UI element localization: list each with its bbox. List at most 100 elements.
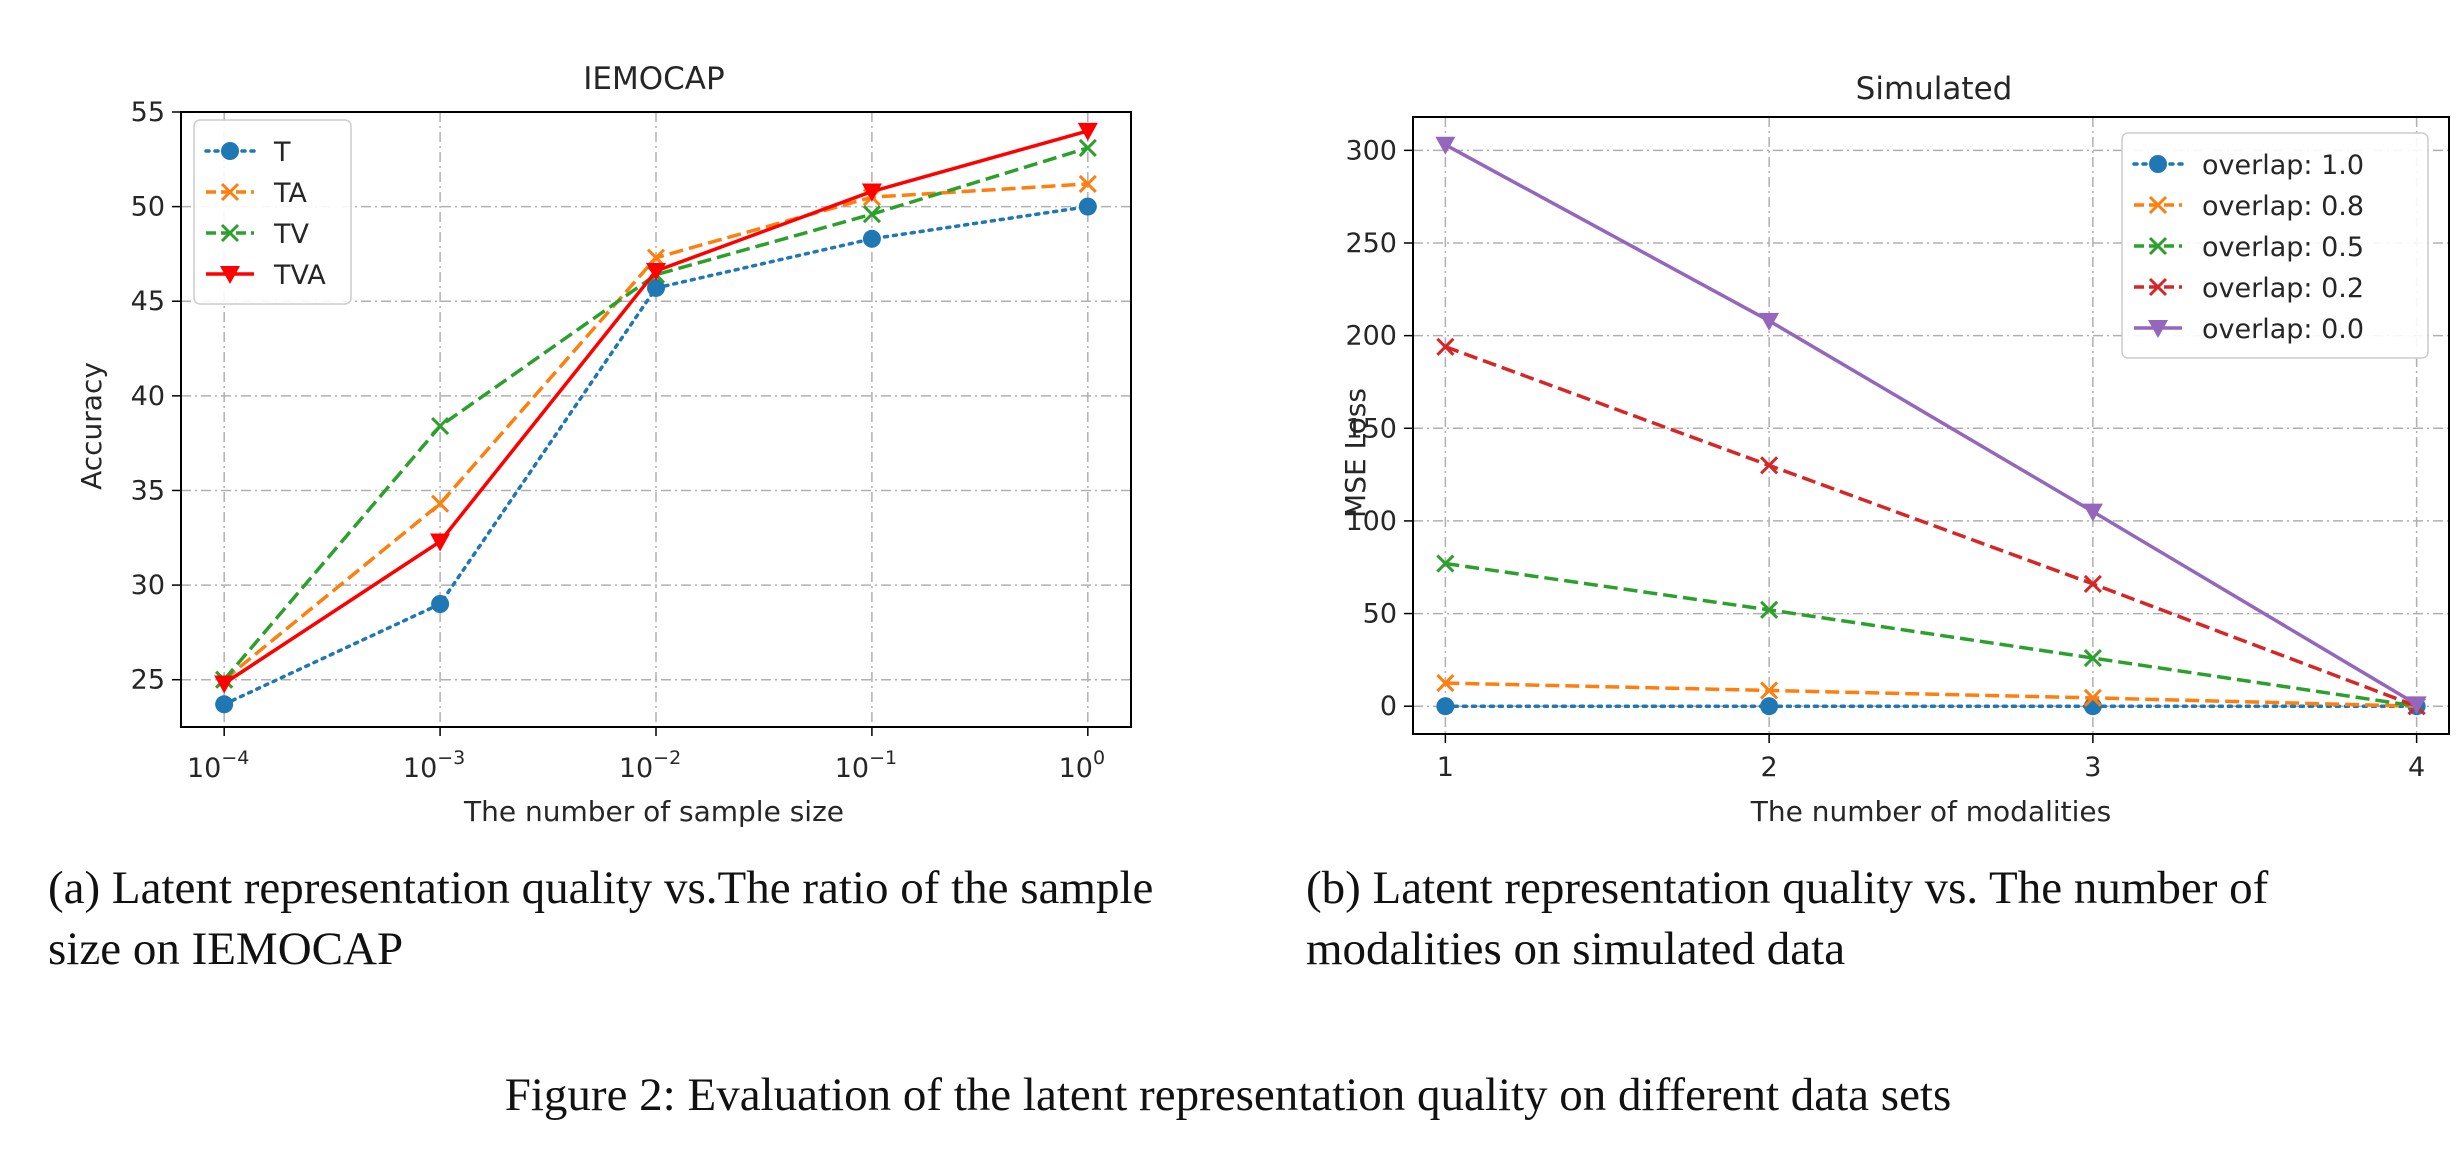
plot-frame <box>180 111 1132 728</box>
y-tick-label: 35 <box>131 475 165 506</box>
legend-marker <box>2148 277 2168 297</box>
data-point <box>862 229 881 248</box>
chart-simulated: Simulated The number of modalities MSE L… <box>1339 71 2450 828</box>
series-t <box>215 197 1097 714</box>
data-point <box>2083 648 2102 668</box>
data-point <box>214 675 235 694</box>
legend-label: TV <box>273 219 309 250</box>
series-tv <box>215 138 1097 689</box>
y-tick-label: 300 <box>1345 135 1397 166</box>
legend-label: overlap: 0.8 <box>2202 191 2364 222</box>
legend-box <box>2121 132 2429 359</box>
subfigure-caption-b: (b) Latent representation quality vs. Th… <box>1306 862 2269 976</box>
y-axis-label: MSE Loss <box>1339 388 1372 518</box>
series-overlap-0-2 <box>1436 337 2426 716</box>
legend-item: overlap: 0.2 <box>2134 273 2364 304</box>
legend-label: T <box>273 137 291 168</box>
legend: overlap: 1.0 overlap: 0.8 overlap: 0.5 over… <box>2121 132 2429 359</box>
x-axis-label: The number of modalities <box>1750 795 2112 828</box>
x-tick-label: 10−2 <box>619 747 681 784</box>
data-point <box>1759 312 1780 331</box>
figure-caption: Figure 2: Evaluation of the latent repre… <box>504 1069 1952 1121</box>
data-point <box>1077 122 1098 141</box>
legend-item: T <box>204 137 291 168</box>
data-point <box>1078 174 1097 193</box>
legend-label: overlap: 1.0 <box>2202 150 2364 181</box>
legend-item: overlap: 0.5 <box>2134 232 2364 263</box>
data-point <box>215 695 234 714</box>
x-tick-label: 10−4 <box>187 747 249 784</box>
legend-label: TA <box>273 178 307 209</box>
x-tick-label: 2 <box>1761 752 1778 783</box>
data-point <box>1436 673 1455 693</box>
legend-item: TVA <box>206 260 326 291</box>
legend-item: TV <box>206 219 309 250</box>
legend-marker <box>2148 320 2168 338</box>
x-tick-label: 4 <box>2408 752 2425 783</box>
legend-item: TA <box>206 178 307 209</box>
series-overlap-1-0 <box>1436 697 2426 716</box>
x-tick-label: 10−1 <box>835 747 897 784</box>
legend-item: overlap: 0.8 <box>2134 191 2364 222</box>
y-tick-label: 40 <box>131 381 165 412</box>
data-point <box>861 183 882 202</box>
series-overlap-0-5 <box>1436 554 2426 716</box>
data-point <box>1436 554 1455 573</box>
chart-iemocap: IEMOCAP The number of sample size Accura… <box>75 61 1132 828</box>
y-axis-label: Accuracy <box>75 362 108 490</box>
subfigure-caption-a: (a) Latent representation quality vs.The… <box>48 862 1154 976</box>
plot-frame <box>1412 116 2450 735</box>
legend-marker <box>220 182 240 202</box>
series-tva <box>214 122 1098 694</box>
x-tick-label: 3 <box>2084 752 2101 783</box>
legend-marker <box>220 223 240 243</box>
data-point <box>430 533 451 552</box>
data-point <box>1760 456 1779 475</box>
y-tick-label: 25 <box>131 665 165 696</box>
data-point <box>2082 503 2103 522</box>
data-point <box>1078 138 1097 158</box>
series-overlap-0-8 <box>1436 673 2426 716</box>
legend-label: overlap: 0.0 <box>2202 314 2364 345</box>
legend-marker <box>2148 236 2168 256</box>
series-line <box>1444 345 2418 708</box>
y-tick-label: 50 <box>131 192 165 223</box>
legend-label: TVA <box>273 260 326 291</box>
data-point <box>1760 681 1779 700</box>
data-point <box>1436 337 1455 356</box>
data-point <box>1435 136 1456 155</box>
chart-title: IEMOCAP <box>583 61 724 97</box>
x-tick-label: 1 <box>1437 752 1454 783</box>
y-tick-label: 150 <box>1345 413 1397 444</box>
legend-label: overlap: 0.2 <box>2202 273 2364 304</box>
data-point <box>1078 197 1097 216</box>
data-point <box>1760 697 1779 716</box>
legend-marker <box>221 142 239 160</box>
legend-item: overlap: 1.0 <box>2132 150 2364 181</box>
data-point <box>431 595 450 613</box>
data-point <box>647 278 665 297</box>
legend-box <box>193 119 352 305</box>
legend-marker <box>2149 155 2167 173</box>
legend-item: overlap: 0.0 <box>2134 314 2364 345</box>
data-point <box>1436 697 1455 716</box>
y-tick-label: 45 <box>131 286 165 317</box>
legend-marker <box>220 266 240 284</box>
y-tick-label: 200 <box>1345 321 1397 352</box>
y-tick-label: 0 <box>1380 691 1397 722</box>
series-overlap-0-0 <box>1435 136 2427 715</box>
data-point <box>646 262 666 281</box>
series-line <box>1444 143 2418 706</box>
data-point <box>2406 696 2427 715</box>
x-tick-label: 10−3 <box>403 747 465 784</box>
y-tick-label: 30 <box>131 570 165 601</box>
y-tick-label: 100 <box>1345 506 1397 537</box>
chart-title: Simulated <box>1856 71 2013 107</box>
y-tick-label: 55 <box>131 97 165 128</box>
y-tick-label: 250 <box>1345 228 1397 259</box>
data-point <box>2083 688 2102 707</box>
legend-marker <box>2148 195 2168 215</box>
y-tick-label: 50 <box>1363 599 1397 630</box>
x-axis-label: The number of sample size <box>463 795 844 828</box>
data-point <box>431 417 450 436</box>
